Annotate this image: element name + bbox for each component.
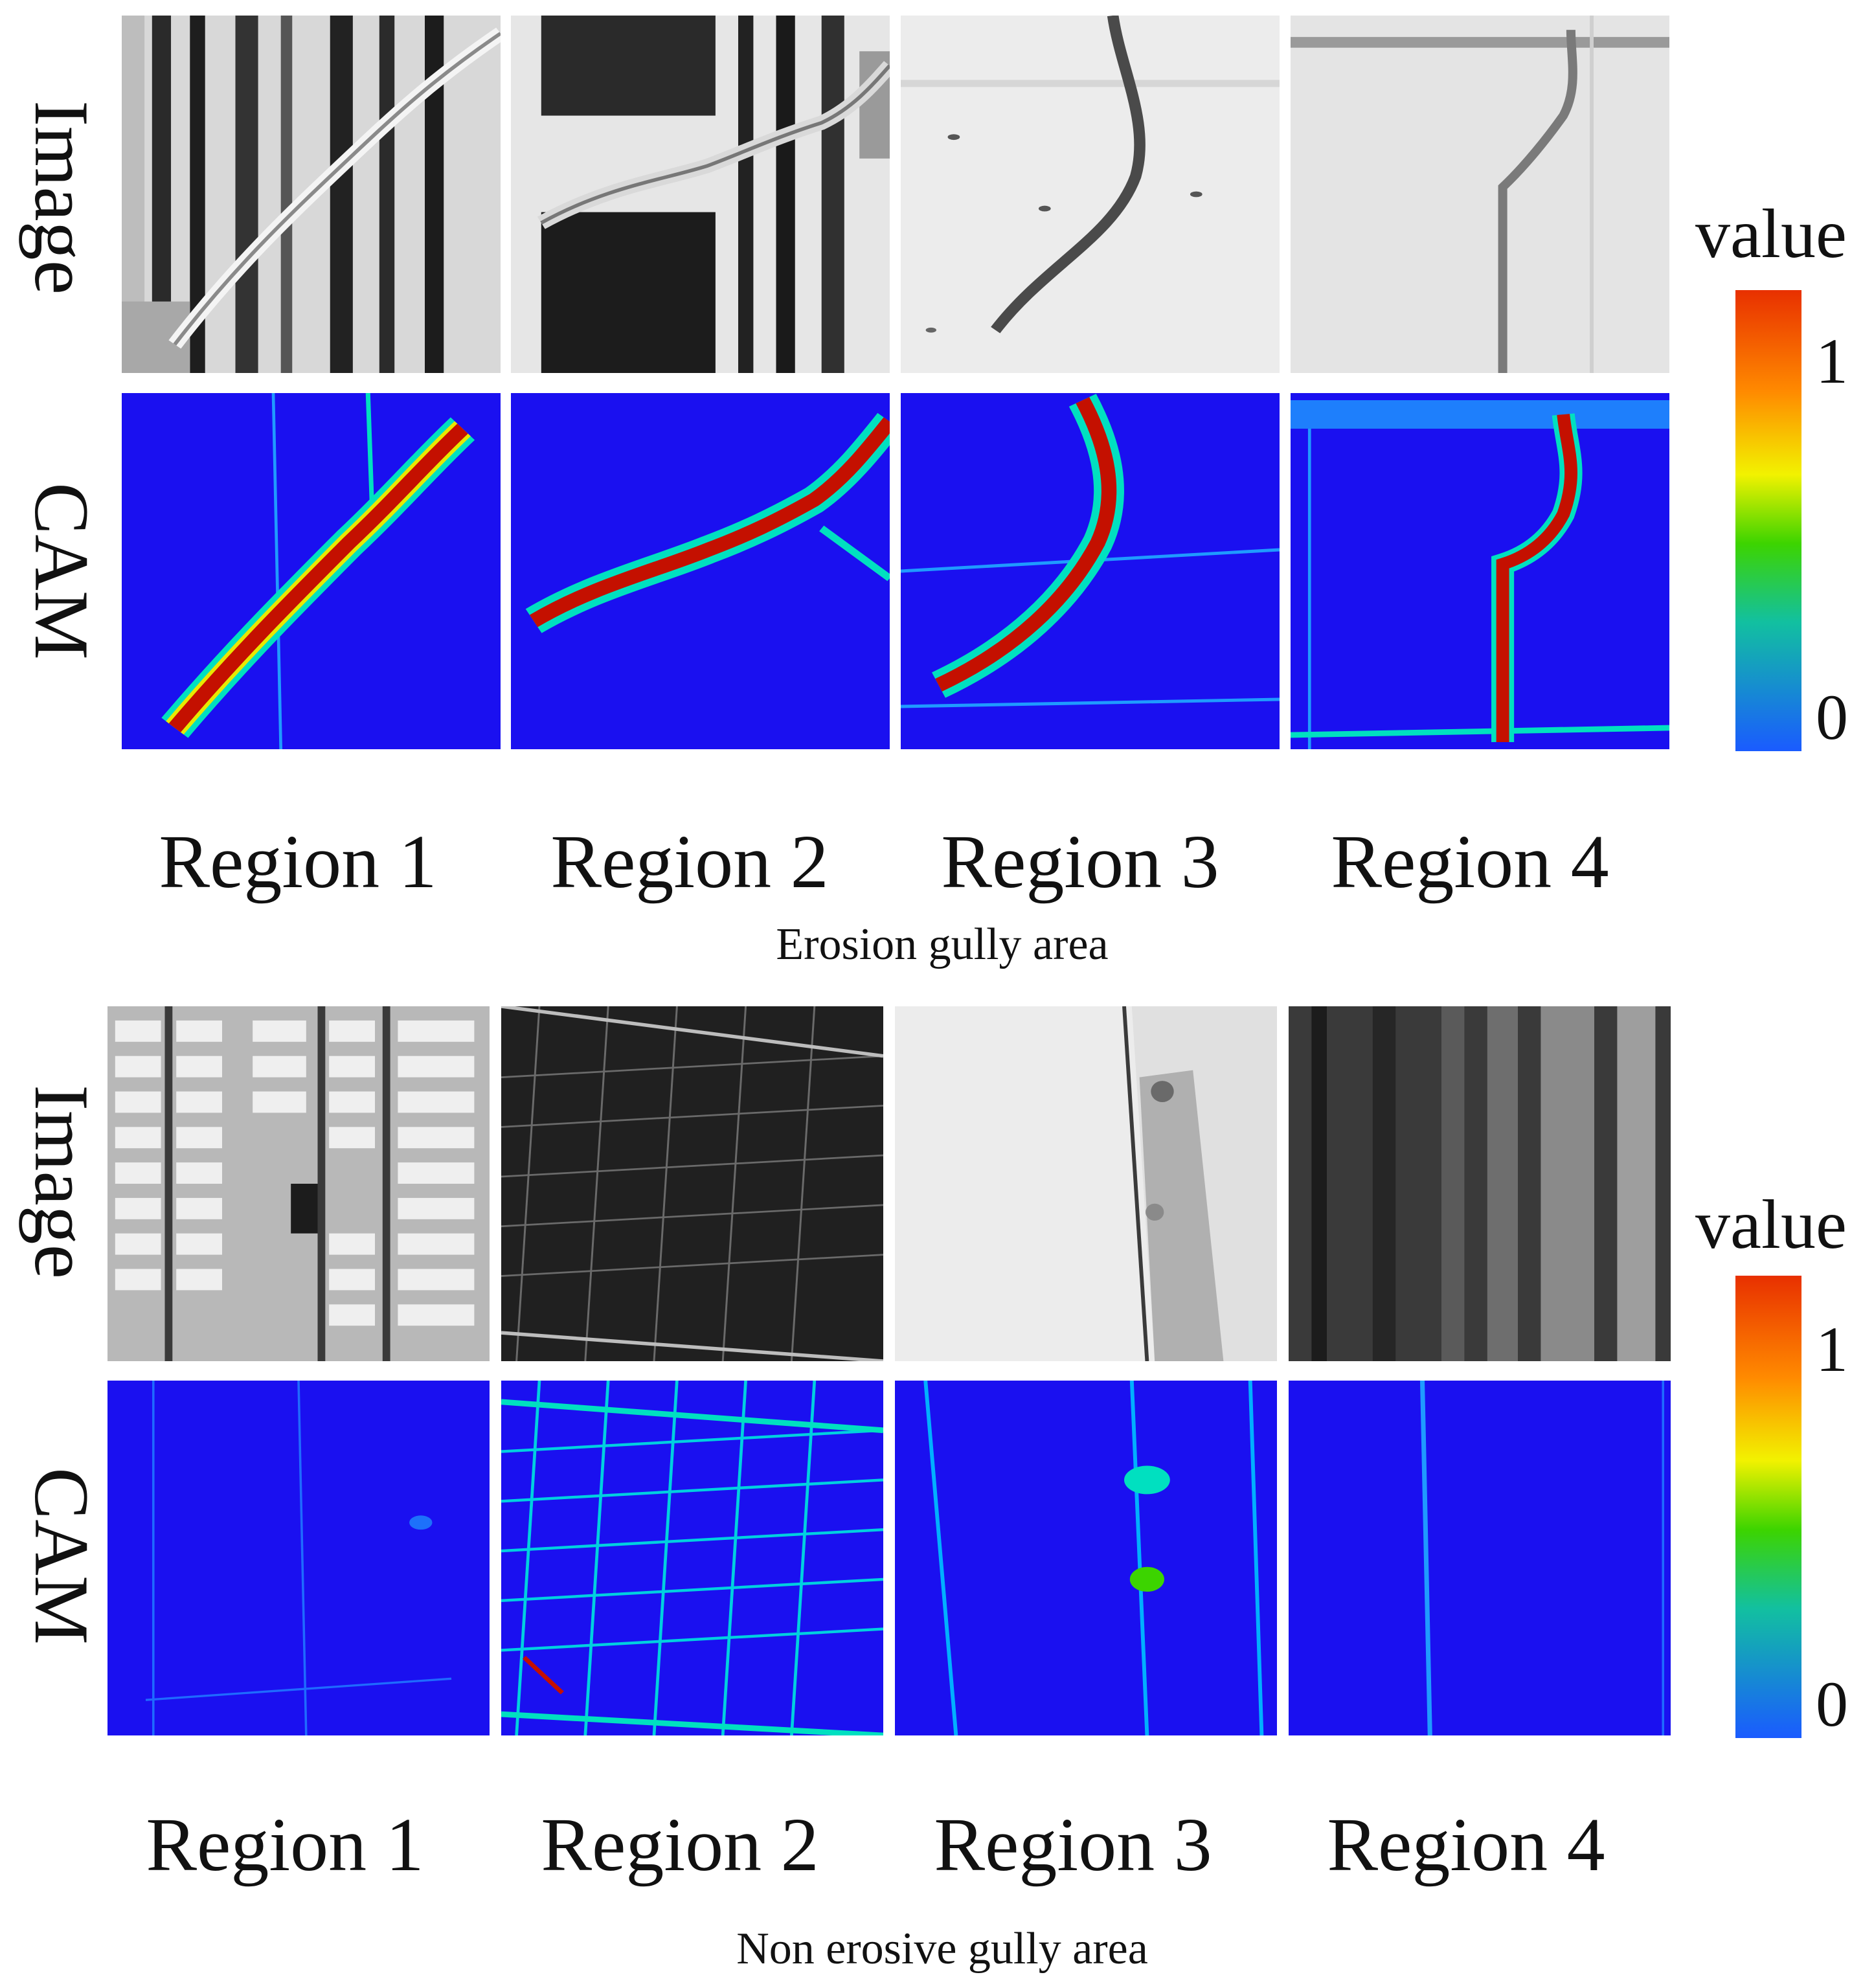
column-label-region-1: Region 1 <box>146 1802 424 1887</box>
erosion-image-region-2 <box>511 16 890 373</box>
erosion-image-region-1 <box>122 16 501 373</box>
erosion-cam-region-4 <box>1291 393 1669 749</box>
erosion-image-region-3 <box>901 16 1280 373</box>
colorbar-gradient <box>1735 1276 1801 1738</box>
column-label-region-3: Region 3 <box>941 819 1219 904</box>
erosion-cam-region-3 <box>901 393 1280 749</box>
erosion-image-region-4 <box>1291 16 1669 373</box>
non-erosive-image-region-1 <box>107 1006 490 1361</box>
row-label-cam: CAM <box>19 482 105 660</box>
non-erosive-cam-region-2 <box>501 1381 883 1735</box>
column-label-region-3: Region 3 <box>934 1802 1212 1887</box>
column-label-region-4: Region 4 <box>1327 1802 1605 1887</box>
column-label-region-1: Region 1 <box>159 819 437 904</box>
non-erosive-cam-region-3 <box>895 1381 1277 1735</box>
colorbar-min-label: 0 <box>1816 681 1848 753</box>
row-label-image: Image <box>19 1085 105 1279</box>
non-erosive-image-region-2 <box>501 1006 883 1361</box>
colorbar-title: value <box>1695 196 1847 273</box>
non-erosive-cam-region-4 <box>1289 1381 1671 1735</box>
colorbar-min-label: 0 <box>1816 1668 1848 1740</box>
non-erosive-image-region-4 <box>1289 1006 1671 1361</box>
non-erosive-cam-region-1 <box>107 1381 490 1735</box>
panel-caption: Erosion gully area <box>776 920 1109 969</box>
row-label-image: Image <box>19 100 105 295</box>
panel-caption: Non erosive gully area <box>736 1924 1148 1974</box>
column-label-region-2: Region 2 <box>541 1802 819 1887</box>
erosion-cam-region-1 <box>122 393 501 749</box>
row-label-cam: CAM <box>19 1467 105 1645</box>
colorbar-title: value <box>1695 1186 1847 1263</box>
non-erosive-image-region-3 <box>895 1006 1277 1361</box>
colorbar-gradient <box>1735 290 1801 751</box>
colorbar-max-label: 1 <box>1816 1313 1848 1385</box>
column-label-region-2: Region 2 <box>550 819 829 904</box>
erosion-cam-region-2 <box>511 393 890 749</box>
colorbar-max-label: 1 <box>1816 325 1848 397</box>
column-label-region-4: Region 4 <box>1331 819 1609 904</box>
